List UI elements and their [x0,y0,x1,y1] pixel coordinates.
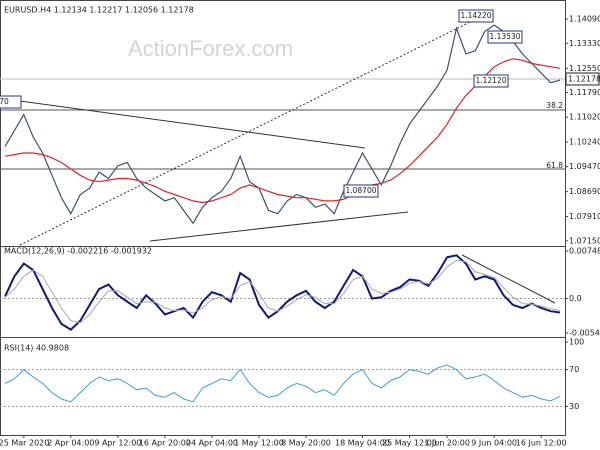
annotation: 1.13530 [489,32,520,41]
y-tick-label: -0.005431 [569,329,600,338]
x-tick-label: 25 May 12:00 [382,439,437,448]
series-line [4,58,561,204]
last-price-box [565,72,600,86]
x-tick-label: 18 May 04:00 [335,439,390,448]
series-line [4,259,561,324]
series-line [4,364,561,403]
annotation-box [343,184,379,198]
y-tick-label: 1.11790 [569,88,600,97]
trend-line [149,211,409,242]
annotation: 1.12120 [475,76,506,85]
plot-border [0,0,566,436]
y-tick-label: 70 [569,365,579,374]
trend-line [461,254,556,304]
x-tick-label: 8 May 20:00 [281,439,331,448]
y-tick-label: 1.07910 [569,212,600,221]
annotation: 61.8 [546,161,563,170]
y-tick-label: 100 [569,338,584,347]
trend-line [19,100,366,149]
y-tick-label: 1.13330 [569,39,600,48]
x-tick-label: 24 Apr 04:00 [186,439,238,448]
x-tick-label: 2 Apr 04:00 [47,439,94,448]
x-tick-label: 9 Apr 12:00 [94,439,141,448]
x-tick-label: 25 Mar 2020 [0,439,49,448]
annotation: 38.2 [546,101,563,110]
y-tick-label: 0.007485 [569,247,600,256]
panel-title: RSI(14) 40.9808 [4,344,69,353]
panel-title: MACD(12,26,9) -0.002216 -0.001932 [4,247,152,256]
x-tick-label: 16 Apr 20:00 [139,439,191,448]
y-tick-label: 1.07150 [569,236,600,245]
series-line [4,254,561,331]
y-tick-label: 0.0 [569,294,582,303]
annotation-box [0,95,22,109]
x-tick-label: 1 Jun 20:00 [424,439,470,448]
x-tick-label: 9 Jun 04:00 [471,439,517,448]
y-tick-label: 1.08690 [569,187,600,196]
y-tick-label: 1.14090 [569,15,600,24]
panel-title: EURUSD.H4 1.12134 1.12217 1.12056 1.1217… [4,6,194,15]
annotation: 1.14220 [460,11,491,20]
last-price-label: 1.12178 [568,75,600,84]
watermark: ActionForex.com [128,36,293,61]
annotation: 70 [0,97,9,106]
annotation-box [487,30,523,44]
annotation: 1.08700 [345,186,376,195]
y-tick-label: 1.10240 [569,138,600,147]
x-tick-label: 1 May 12:00 [234,439,284,448]
annotation-box [458,9,494,23]
series-line [4,24,561,225]
y-tick-label: 1.12550 [569,64,600,73]
y-tick-label: 30 [569,402,579,411]
y-tick-label: 1.11020 [569,113,600,122]
annotation-box [473,74,509,88]
x-tick-label: 16 Jun 12:00 [516,439,567,448]
frame [0,0,566,436]
y-tick-label: 1.09470 [569,162,600,171]
